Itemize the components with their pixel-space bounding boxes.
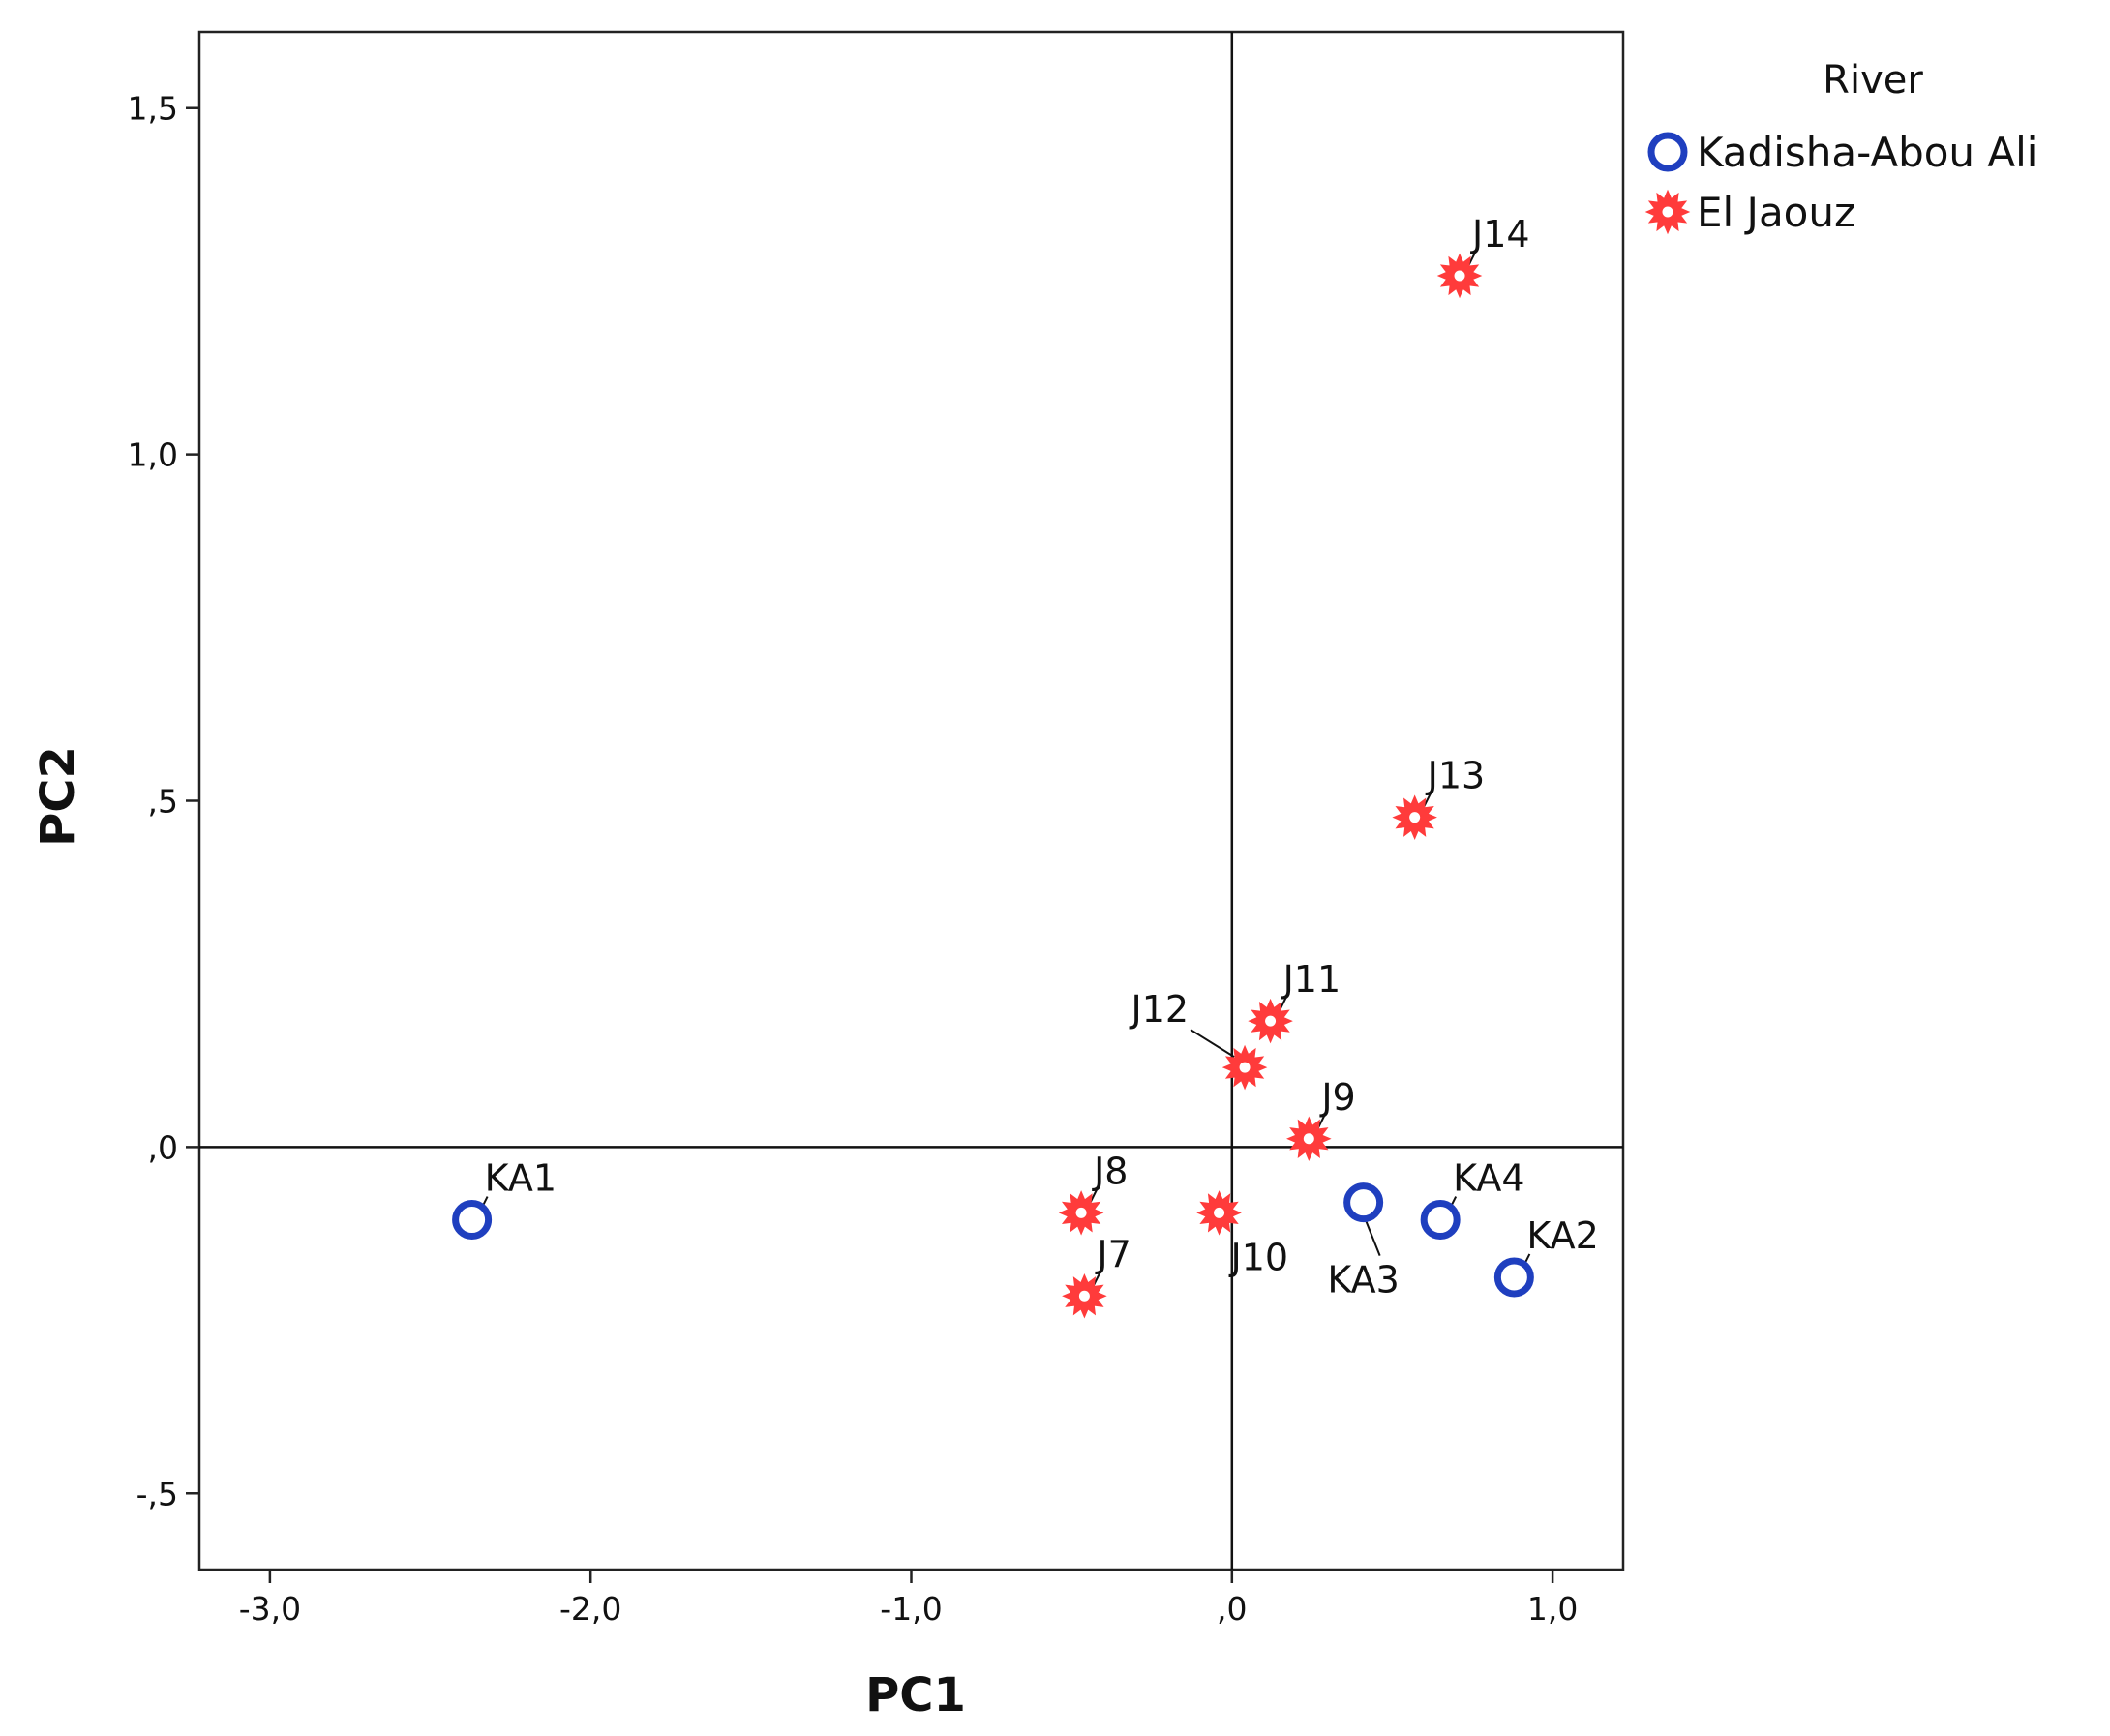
star-point-j12 xyxy=(1221,1044,1268,1091)
y-tick-label: -,5 xyxy=(136,1475,178,1512)
y-tick-label: ,0 xyxy=(148,1128,179,1166)
circle-point-ka2 xyxy=(1493,1257,1534,1298)
legend-label: Kadisha-Abou Ali xyxy=(1697,129,2037,176)
circle-point-ka4 xyxy=(1420,1200,1461,1241)
x-axis: -3,0 -2,0 -1,0 ,0 1,0 xyxy=(239,1570,1578,1628)
y-tick-label: 1,5 xyxy=(128,90,178,128)
y-axis: -,5 ,0 ,5 1,0 1,5 xyxy=(128,90,199,1512)
legend-title: River xyxy=(1823,58,1923,103)
star-point-j13 xyxy=(1392,794,1437,840)
point-label-j13: J13 xyxy=(1426,755,1486,797)
star-point-j14 xyxy=(1436,253,1483,299)
plot-area xyxy=(197,30,1625,1571)
point-label-ka2: KA2 xyxy=(1526,1214,1598,1257)
legend-circle-icon xyxy=(1647,132,1688,172)
legend-label: El Jaouz xyxy=(1697,189,1855,236)
y-tick-label: 1,0 xyxy=(128,436,178,474)
x-tick-label: -3,0 xyxy=(239,1590,301,1628)
legend-star-icon xyxy=(1644,189,1691,235)
circle-point-ka3 xyxy=(1343,1182,1384,1223)
point-label-j9: J9 xyxy=(1319,1076,1355,1119)
point-label-j12: J12 xyxy=(1129,988,1189,1031)
label-leader-line xyxy=(1365,1221,1381,1257)
legend: River Kadisha-Abou Ali El Jaouz xyxy=(1644,58,2037,236)
y-axis-title: PC2 xyxy=(31,746,85,847)
reference-lines xyxy=(199,32,1623,1570)
x-axis-title: PC1 xyxy=(865,1668,966,1722)
star-point-j7 xyxy=(1062,1272,1107,1319)
circle-point-ka1 xyxy=(452,1200,493,1241)
star-point-j10 xyxy=(1196,1190,1242,1236)
point-label-j8: J8 xyxy=(1092,1150,1128,1192)
x-tick-label: 1,0 xyxy=(1527,1590,1578,1628)
x-tick-label: -2,0 xyxy=(559,1590,621,1628)
star-point-j8 xyxy=(1058,1190,1104,1236)
point-label-j14: J14 xyxy=(1470,213,1530,255)
point-label-j11: J11 xyxy=(1281,958,1341,1001)
x-tick-label: -1,0 xyxy=(880,1590,942,1628)
point-label-ka1: KA1 xyxy=(485,1157,557,1200)
point-label-j7: J7 xyxy=(1095,1233,1130,1275)
point-label-j10: J10 xyxy=(1229,1236,1289,1278)
star-point-j9 xyxy=(1286,1116,1332,1162)
point-label-ka3: KA3 xyxy=(1327,1259,1399,1302)
point-label-ka4: KA4 xyxy=(1453,1157,1524,1200)
data-points: KA1 KA2 KA3 KA4 J7 J8 J9 J10 J11 J12 J13 J14 xyxy=(452,213,1599,1319)
label-leader-line xyxy=(1190,1029,1235,1058)
x-tick-label: ,0 xyxy=(1217,1590,1248,1628)
star-point-j11 xyxy=(1248,998,1293,1044)
y-tick-label: ,5 xyxy=(148,783,179,821)
